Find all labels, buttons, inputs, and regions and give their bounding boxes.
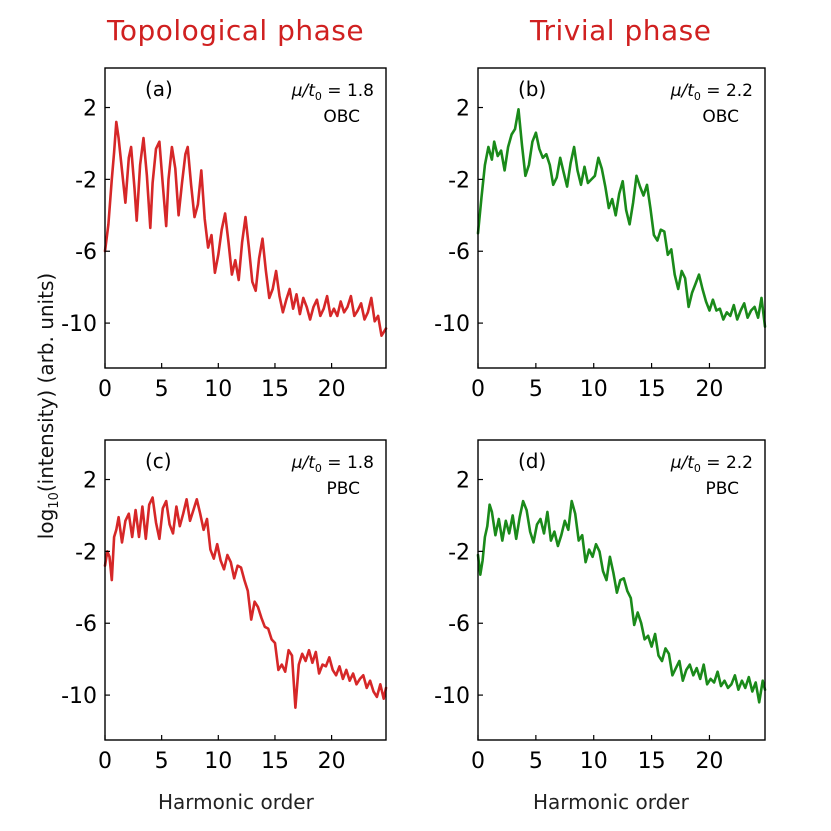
x-tick-label: 20	[695, 749, 723, 774]
y-tick-label: -2	[75, 540, 97, 565]
y-tick-label: -6	[75, 240, 97, 265]
x-tick-label: 0	[98, 749, 112, 774]
x-tick-label: 0	[471, 377, 485, 402]
y-tick-label: -6	[75, 612, 97, 637]
panel-label: (b)	[518, 77, 546, 101]
panel-a: 0 5 10 15 20 2 -2 -6 -10 (a) μ/t0 = 1.8 OBC	[61, 67, 388, 402]
y-tick-label: -2	[75, 168, 97, 193]
x-tick-label: 0	[471, 749, 485, 774]
x-tick-label: 5	[155, 749, 169, 774]
x-tick-label: 10	[204, 377, 232, 402]
x-tick-label: 0	[98, 377, 112, 402]
x-tick-label: 10	[204, 749, 232, 774]
param-annotation: μ/t0 = 2.2	[670, 81, 753, 103]
panel-b: 0 5 10 15 20 2 -2 -6 -10 (b) μ/t0 = 2.2 OBC	[434, 67, 767, 402]
y-tick-label: 2	[83, 469, 97, 494]
panel-label: (d)	[518, 449, 546, 473]
x-tick-label: 10	[580, 749, 608, 774]
series-line-a	[103, 120, 388, 338]
axes-frame-a	[104, 67, 387, 369]
param-annotation: μ/t0 = 1.8	[291, 81, 374, 103]
panel-c: 0 5 10 15 20 2 -2 -6 -10 (c) μ/t0 = 1.8 PBC	[61, 439, 388, 774]
axes-frame-c	[104, 439, 387, 741]
x-axis-label-right: Harmonic order	[533, 790, 689, 814]
x-tick-label: 5	[529, 377, 543, 402]
y-tick-label: -10	[61, 312, 97, 337]
x-tick-label: 10	[580, 377, 608, 402]
x-tick-label: 15	[638, 749, 666, 774]
param-annotation: μ/t0 = 1.8	[291, 453, 374, 475]
y-tick-label: 2	[83, 97, 97, 122]
x-tick-label: 15	[261, 377, 289, 402]
y-tick-label: -10	[61, 684, 97, 709]
param-annotation: μ/t0 = 2.2	[670, 453, 753, 475]
x-tick-label: 20	[695, 377, 723, 402]
y-tick-label: 2	[456, 469, 470, 494]
series-line-d	[476, 499, 767, 704]
series-line-c	[103, 496, 388, 710]
x-tick-label: 5	[155, 377, 169, 402]
boundary-condition-label: PBC	[706, 479, 740, 499]
x-tick-label: 20	[318, 377, 346, 402]
y-tick-label: -10	[434, 312, 470, 337]
x-tick-label: 15	[261, 749, 289, 774]
x-tick-label: 20	[318, 749, 346, 774]
x-tick-label: 15	[638, 377, 666, 402]
panel-label: (a)	[145, 77, 173, 101]
topological-phase-title: Topological phase	[107, 14, 365, 47]
y-tick-label: -2	[448, 168, 470, 193]
series-line-b	[476, 108, 767, 329]
y-tick-label: -2	[448, 540, 470, 565]
x-tick-label: 5	[529, 749, 543, 774]
panel-d: 0 5 10 15 20 2 -2 -6 -10 (d) μ/t0 = 2.2 PBC	[434, 439, 767, 774]
boundary-condition-label: OBC	[323, 107, 360, 127]
boundary-condition-label: OBC	[702, 107, 739, 127]
y-tick-label: -6	[448, 240, 470, 265]
y-tick-label: -10	[434, 684, 470, 709]
axes-frame-d	[477, 439, 766, 741]
panel-label: (c)	[145, 449, 172, 473]
y-tick-label: 2	[456, 97, 470, 122]
y-tick-label: -6	[448, 612, 470, 637]
trivial-phase-title: Trivial phase	[530, 14, 712, 47]
x-axis-label-left: Harmonic order	[158, 790, 314, 814]
axes-frame-b	[477, 67, 766, 369]
boundary-condition-label: PBC	[327, 479, 361, 499]
